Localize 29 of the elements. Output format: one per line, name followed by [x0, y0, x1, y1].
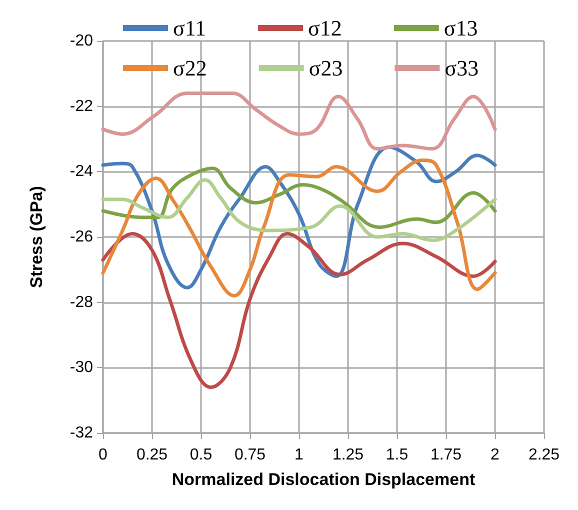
x-tick-label: 0.5	[190, 446, 212, 464]
x-tick-label: 0.75	[234, 446, 266, 464]
x-axis-title: Normalized Dislocation Displacement	[172, 470, 476, 489]
y-tick-label: -20	[70, 32, 94, 50]
legend-label: σ22	[173, 56, 207, 80]
y-tick-label: -30	[70, 359, 94, 376]
legend-label: σ23	[308, 56, 343, 80]
x-tick-label: 2.25	[528, 446, 560, 464]
x-tick-label: 2	[490, 446, 500, 464]
x-tick-label: 1.5	[386, 446, 408, 464]
y-tick-label: -22	[70, 98, 94, 115]
y-axis-title: Stress (GPa)	[27, 186, 46, 288]
x-tick-label: 0	[98, 446, 108, 464]
legend-label: σ12	[308, 16, 342, 40]
legend-label: σ33	[444, 56, 479, 80]
y-tick-label: -24	[70, 163, 94, 180]
y-tick-label: -26	[70, 228, 94, 246]
legend-label: σ13	[444, 16, 478, 40]
line-series	[101, 166, 497, 229]
line-series	[101, 92, 497, 151]
x-tick-label: 1	[294, 446, 304, 464]
line-series	[101, 232, 497, 390]
y-tick-label: -32	[70, 424, 94, 442]
legend-label: σ11	[173, 16, 206, 40]
line-series	[101, 178, 497, 242]
y-tick-label: -28	[70, 294, 94, 311]
x-tick-label: 0.25	[136, 446, 168, 464]
x-tick-label: 1.75	[430, 446, 462, 464]
x-tick-label: 1.25	[332, 446, 364, 464]
